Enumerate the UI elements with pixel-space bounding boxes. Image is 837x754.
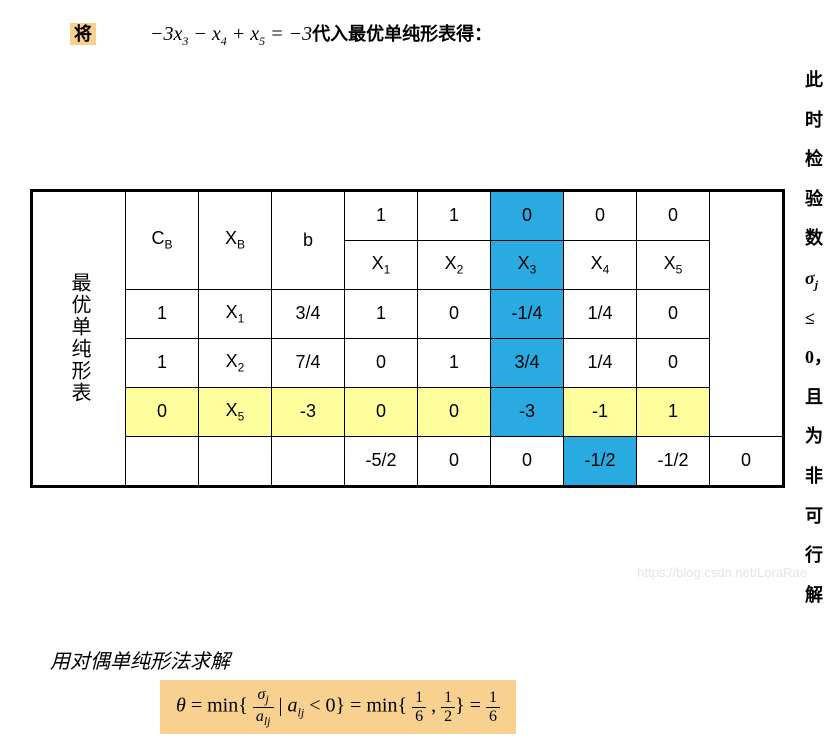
var-header: X5 xyxy=(637,240,710,289)
table-row-pivot: 0 X5 -3 0 0 -3 -1 1 xyxy=(32,387,784,436)
dual-simplex-note: 用对偶单纯形法求解 xyxy=(50,645,807,674)
var-header: X3 xyxy=(491,240,564,289)
obj-coef: 1 xyxy=(418,190,491,240)
side-note: 此时检验数σj ≤ 0， 且为非可行解 xyxy=(805,61,832,615)
var-header: X4 xyxy=(564,240,637,289)
top-equation-line: 将 −3x3 − x4 + x5 = −3代入最优单纯形表得： xyxy=(70,20,807,49)
simplex-table: 最优单纯形表 CB XB b 1 1 0 0 0 X1 X2 X3 X4 X5 … xyxy=(30,189,785,488)
obj-coef: 1 xyxy=(345,190,418,240)
watermark: https://blog.csdn.net/LoraRae xyxy=(637,565,807,580)
theta-formula: θ = min{ σjalj | alj < 0} = min{ 16 , 12… xyxy=(160,680,516,734)
header-b: b xyxy=(272,190,345,289)
obj-coef: 0 xyxy=(637,190,710,240)
table-row-sigma: -5/2 0 0 -1/2 -1/2 0 xyxy=(32,436,784,486)
top-after-text: 代入最优单纯形表得： xyxy=(312,24,492,44)
obj-coef: 0 xyxy=(564,190,637,240)
jiang-label: 将 xyxy=(70,23,96,45)
substitution-equation: −3x3 − x4 + x5 = −3 xyxy=(150,23,312,45)
var-header: X1 xyxy=(345,240,418,289)
header-xb: XB xyxy=(199,190,272,289)
header-cb: CB xyxy=(126,190,199,289)
table-side-label: 最优单纯形表 xyxy=(32,190,126,486)
obj-coef: 0 xyxy=(491,190,564,240)
table-row: 1 X1 3/4 1 0 -1/4 1/4 0 xyxy=(32,289,784,338)
table-row: 1 X2 7/4 0 1 3/4 1/4 0 xyxy=(32,338,784,387)
var-header: X2 xyxy=(418,240,491,289)
